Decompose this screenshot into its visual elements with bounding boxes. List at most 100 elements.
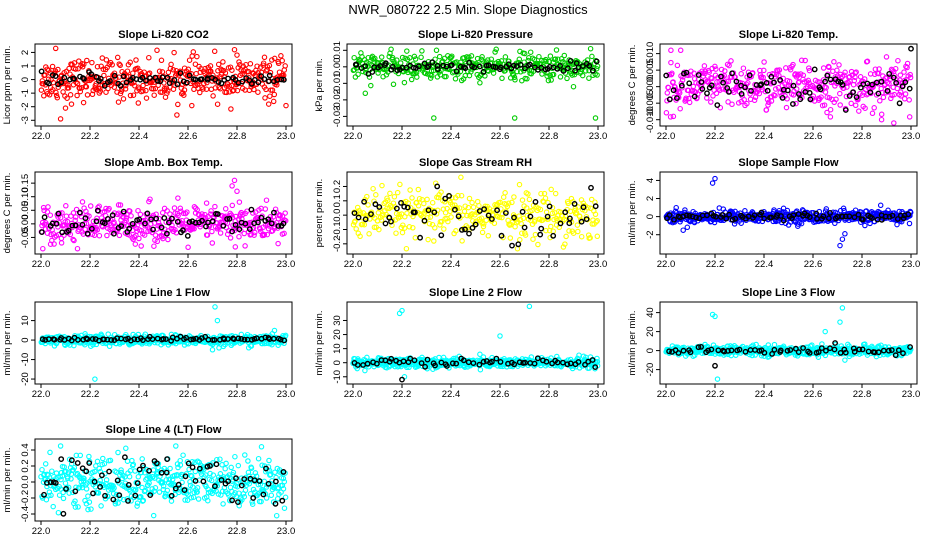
data-point <box>763 80 770 86</box>
y-tick-label: -0.1 <box>332 221 343 237</box>
data-point <box>127 59 133 66</box>
series-all-samples <box>38 177 289 252</box>
data-point <box>414 74 420 80</box>
data-point <box>466 230 472 237</box>
data-point <box>154 77 161 84</box>
data-point <box>800 72 807 79</box>
data-point <box>387 190 393 197</box>
data-point <box>234 52 240 58</box>
data-point <box>569 67 576 74</box>
data-point <box>884 88 891 94</box>
data-point <box>897 72 904 78</box>
series-all-samples <box>663 305 914 382</box>
data-point <box>362 90 369 97</box>
data-point <box>594 218 600 224</box>
data-point <box>826 64 832 71</box>
data-point <box>827 106 834 113</box>
data-point <box>229 183 235 189</box>
data-point <box>497 64 504 71</box>
data-point <box>459 238 465 244</box>
data-point <box>70 236 76 243</box>
data-point <box>263 86 269 93</box>
data-point <box>379 182 385 189</box>
data-point <box>511 62 517 69</box>
data-point <box>180 210 187 217</box>
data-point <box>517 61 524 68</box>
data-point <box>796 78 802 85</box>
data-point <box>370 185 376 192</box>
data-point <box>94 207 101 214</box>
data-point <box>429 199 436 206</box>
data-point <box>181 87 188 93</box>
data-point <box>171 205 178 211</box>
data-point <box>853 69 859 75</box>
plot-frame <box>34 43 293 127</box>
x-tick-label: 22.2 <box>81 131 100 142</box>
data-point <box>462 65 469 72</box>
y-tick-label: 0.1 <box>332 194 343 207</box>
data-point <box>210 93 216 99</box>
data-point <box>191 226 197 232</box>
data-point <box>817 86 824 93</box>
x-tick-label: 22.4 <box>130 259 149 270</box>
data-point <box>699 86 706 92</box>
data-point <box>117 62 123 69</box>
data-point <box>369 69 376 75</box>
data-point <box>266 78 272 85</box>
series-selected <box>351 183 599 249</box>
data-point <box>670 87 677 94</box>
data-point <box>94 227 101 233</box>
data-point <box>851 77 858 84</box>
data-point <box>39 229 45 236</box>
data-point <box>353 62 360 68</box>
data-point <box>555 56 561 62</box>
data-point <box>761 67 767 74</box>
data-point <box>886 81 892 87</box>
data-point <box>493 46 499 53</box>
data-point <box>177 205 184 212</box>
data-point <box>578 233 585 240</box>
data-point <box>474 55 481 62</box>
data-point <box>258 214 265 221</box>
data-point <box>262 206 269 212</box>
y-tick-label: 0.15 <box>20 174 31 193</box>
x-tick-label: 22.4 <box>442 259 461 270</box>
data-point <box>46 80 52 87</box>
data-point <box>438 232 445 239</box>
data-point <box>726 89 732 95</box>
data-point <box>466 195 473 202</box>
data-point <box>553 47 560 53</box>
data-point <box>366 231 372 237</box>
y-tick-label: 0.0 <box>332 209 343 222</box>
x-tick-label: 22.2 <box>393 259 412 270</box>
y-axis: -0.2-0.10.00.10.2 <box>332 180 347 252</box>
data-point <box>376 226 382 233</box>
data-point <box>497 333 503 339</box>
data-point <box>279 57 285 64</box>
data-point <box>443 73 449 80</box>
data-point <box>72 66 79 72</box>
data-point <box>52 73 59 80</box>
data-point <box>44 209 51 215</box>
data-point <box>79 64 86 70</box>
data-point <box>231 87 237 94</box>
data-point <box>709 180 716 186</box>
data-point <box>552 56 559 62</box>
data-point <box>421 60 428 67</box>
data-point <box>120 96 127 102</box>
data-point <box>156 68 163 75</box>
data-point <box>852 102 859 109</box>
data-point <box>279 213 286 219</box>
data-point <box>848 100 854 107</box>
data-point <box>127 208 133 214</box>
data-point <box>120 214 126 220</box>
data-point <box>522 65 528 72</box>
data-point <box>899 83 906 90</box>
data-point <box>125 223 131 229</box>
data-point <box>877 202 884 209</box>
data-point <box>502 190 508 196</box>
panel-title: Slope Li-820 CO2 <box>118 29 208 41</box>
data-point <box>53 89 59 96</box>
data-point <box>260 60 267 66</box>
